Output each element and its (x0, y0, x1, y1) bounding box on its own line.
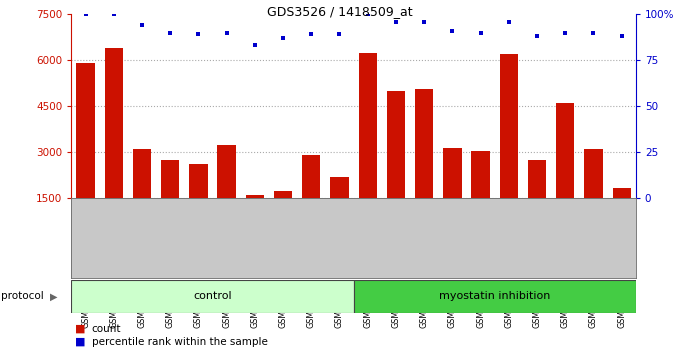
Bar (528, 160, 546, 244)
Point (588, 30, 599, 35)
Text: count: count (92, 324, 121, 333)
Bar (358, 52, 377, 244)
Point (532, 33, 543, 39)
Bar (330, 177, 349, 244)
Bar (302, 155, 320, 244)
Bar (133, 149, 151, 244)
Bar (71, 280, 354, 313)
Point (108, 11, 119, 17)
Point (334, 32, 345, 37)
Point (503, 19, 514, 24)
Text: control: control (193, 291, 232, 302)
Point (80, 11, 91, 17)
Text: myostatin inhibition: myostatin inhibition (439, 291, 550, 302)
Bar (76, 63, 95, 244)
Bar (387, 91, 405, 244)
Point (616, 33, 627, 39)
Point (447, 28, 458, 34)
Bar (354, 280, 636, 313)
Bar (245, 195, 264, 244)
Point (475, 30, 486, 35)
Point (193, 32, 204, 37)
Bar (613, 188, 631, 244)
Bar (161, 160, 180, 244)
Bar (189, 165, 207, 244)
Bar (556, 103, 575, 244)
Bar (415, 89, 433, 244)
Point (362, 11, 373, 17)
Point (390, 19, 401, 24)
Bar (471, 151, 490, 244)
Point (221, 30, 232, 35)
Bar (500, 54, 518, 244)
Point (419, 19, 430, 24)
Text: ▶: ▶ (50, 291, 57, 302)
Text: ■: ■ (75, 324, 85, 333)
Bar (443, 148, 462, 244)
Point (137, 22, 148, 28)
Bar (274, 190, 292, 244)
Text: protocol: protocol (1, 291, 44, 302)
Bar (218, 144, 236, 244)
Point (250, 42, 260, 48)
Bar (105, 48, 123, 244)
Text: percentile rank within the sample: percentile rank within the sample (92, 337, 268, 347)
Point (306, 32, 317, 37)
Point (277, 35, 288, 41)
Text: ■: ■ (75, 337, 85, 347)
Text: GDS3526 / 1418509_at: GDS3526 / 1418509_at (267, 5, 413, 18)
Bar (584, 149, 602, 244)
Point (560, 30, 571, 35)
Point (165, 30, 175, 35)
